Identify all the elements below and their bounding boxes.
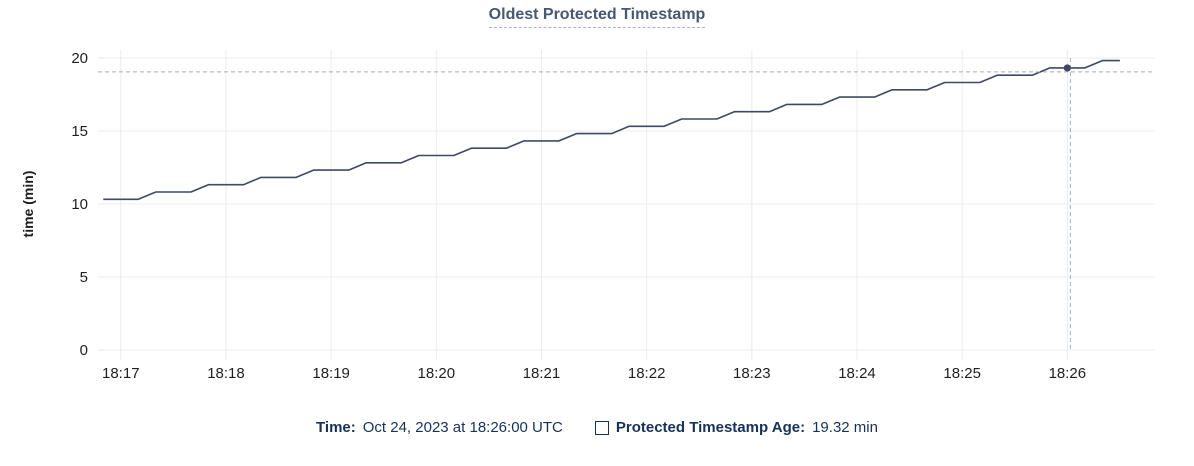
x-tick-label: 18:21 [523, 365, 561, 382]
x-tick-label: 18:24 [838, 365, 876, 382]
legend-series[interactable]: Protected Timestamp Age: 19.32 min [594, 419, 878, 436]
chart-legend: Time: Oct 24, 2023 at 18:26:00 UTC Prote… [0, 419, 1194, 436]
legend-time: Time: Oct 24, 2023 at 18:26:00 UTC [316, 419, 563, 436]
chart-svg: 0 5 10 15 20 18:17 18:18 18:19 18:20 18:21 18:22 18… [71, 50, 1155, 382]
plot-hover-area[interactable] [98, 50, 1155, 360]
x-tick-label: 18:20 [418, 365, 456, 382]
x-tick-label: 18:17 [102, 365, 140, 382]
x-tick-label: 18:26 [1049, 365, 1087, 382]
chart-title[interactable]: Oldest Protected Timestamp [488, 6, 706, 28]
highlighted-data-point[interactable] [1063, 64, 1071, 72]
y-tick-label: 10 [71, 196, 88, 213]
chart-title-row: Oldest Protected Timestamp [0, 6, 1194, 28]
y-tick-label: 5 [80, 269, 88, 286]
x-tick-label: 18:23 [733, 365, 771, 382]
x-tick-label: 18:25 [943, 365, 981, 382]
x-tick-label: 18:18 [207, 365, 245, 382]
legend-time-value: Oct 24, 2023 at 18:26:00 UTC [362, 419, 563, 436]
y-tick-label: 0 [80, 342, 88, 359]
y-tick-label: 15 [71, 123, 88, 140]
y-tick-label: 20 [71, 50, 88, 67]
legend-series-label: Protected Timestamp Age: [615, 419, 806, 436]
x-tick-label: 18:22 [628, 365, 666, 382]
legend-time-label: Time: [316, 419, 356, 436]
series-checkbox-icon[interactable] [594, 420, 609, 435]
x-tick-label: 18:19 [312, 365, 350, 382]
series-line-protected-timestamp-age [103, 59, 1120, 201]
legend-series-value: 19.32 min [812, 419, 878, 436]
